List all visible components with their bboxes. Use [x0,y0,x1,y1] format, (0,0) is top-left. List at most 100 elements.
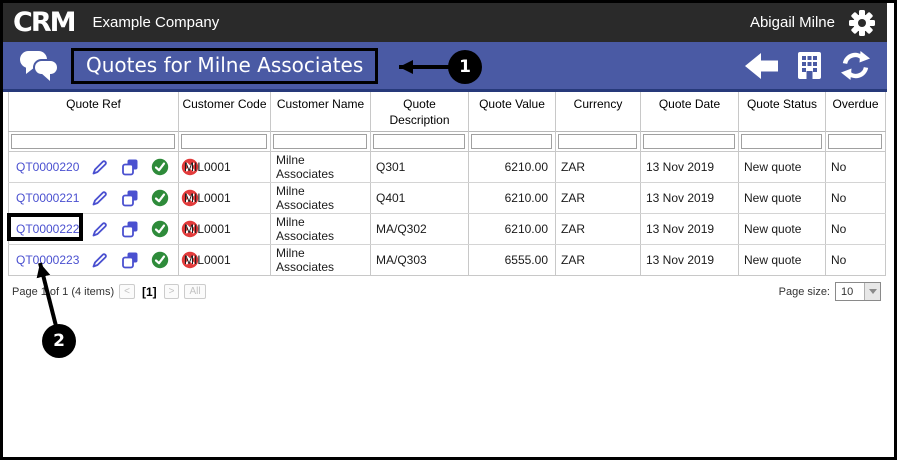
filter-input-currency[interactable] [558,134,637,150]
user-name[interactable]: Abigail Milne [749,14,835,31]
table-row: QT0000221 MIL0001 Milne Associates Q401 … [8,182,886,215]
currency-cell: ZAR [555,182,641,215]
pager-next-button[interactable]: > [163,284,180,300]
check-circle-icon[interactable] [151,158,169,176]
quote-value-cell: 6555.00 [468,244,556,277]
quote-status-cell: New quote [738,244,826,277]
quote-date-cell: 13 Nov 2019 [640,213,739,246]
copy-icon[interactable] [121,251,139,269]
overdue-cell: No [825,151,886,184]
quote-value-cell: 6210.00 [468,182,556,215]
customer-name-cell: Milne Associates [270,244,371,277]
customer-code-cell: MIL0001 [178,182,271,215]
quote-date-cell: 13 Nov 2019 [640,244,739,277]
col-header-customer-name[interactable]: Customer Name [270,92,371,132]
pager-prev-button[interactable]: < [119,284,135,300]
table-row: QT0000223 MIL0001 Milne Associates MA/Q3… [8,244,886,277]
quote-ref-link[interactable]: QT0000220 [16,160,80,175]
table-row: QT0000222 MIL0001 Milne Associates MA/Q3… [8,213,886,246]
copy-icon[interactable] [121,189,139,207]
pencil-edit-icon[interactable] [91,158,109,176]
filter-input-quote-ref[interactable] [11,134,175,150]
filter-input-customer-name[interactable] [273,134,367,150]
filter-input-quote-description[interactable] [373,134,465,150]
top-bar: CRM Example Company Abigail Milne [3,3,887,42]
chat-bubbles-icon[interactable] [19,50,59,81]
quote-status-cell: New quote [738,182,826,215]
customer-name-cell: Milne Associates [270,151,371,184]
col-header-customer-code[interactable]: Customer Code [178,92,271,132]
currency-cell: ZAR [555,244,641,277]
check-circle-icon[interactable] [151,251,169,269]
currency-cell: ZAR [555,151,641,184]
quote-ref-link[interactable]: QT0000223 [16,253,80,268]
check-circle-icon[interactable] [151,220,169,238]
quote-ref-link[interactable]: QT0000221 [16,191,80,206]
gear-icon[interactable] [849,9,875,36]
overdue-cell: No [825,182,886,215]
customer-name-cell: Milne Associates [270,213,371,246]
quote-value-cell: 6210.00 [468,151,556,184]
pager-current-page: [1] [141,284,157,299]
refresh-icon[interactable] [840,50,871,81]
col-header-overdue[interactable]: Overdue [832,97,879,111]
quote-status-cell: New quote [738,213,826,246]
filter-input-quote-date[interactable] [643,134,735,150]
check-circle-icon[interactable] [151,189,169,207]
pencil-edit-icon[interactable] [91,251,109,269]
page-size-label: Page size: [778,285,830,298]
quote-description-cell: Q301 [370,151,469,184]
customer-code-cell: MIL0001 [178,244,271,277]
annotation-box-1: Quotes for Milne Associates [71,47,379,84]
toolbar: Quotes for Milne Associates [3,42,887,92]
col-header-currency[interactable]: Currency [555,92,641,132]
customer-code-cell: MIL0001 [178,151,271,184]
copy-icon[interactable] [121,220,139,238]
currency-cell: ZAR [555,213,641,246]
quote-ref-cell: QT0000222 [14,220,199,238]
quote-ref-cell: QT0000223 [14,251,199,269]
quotes-table: Quote Ref Customer Code Customer Name Qu… [8,92,886,277]
annotation-marker-2: 2 [42,324,76,358]
crm-logo: CRM [13,7,77,38]
quote-date-cell: 13 Nov 2019 [640,151,739,184]
page-size-select[interactable]: 10 [835,282,881,302]
col-header-quote-date[interactable]: Quote Date [640,92,739,132]
quote-description-cell: MA/Q303 [370,244,469,277]
pager-all-button[interactable]: All [184,284,206,300]
header-row: Quote Ref Customer Code Customer Name Qu… [8,92,886,132]
pencil-edit-icon[interactable] [91,189,109,207]
quote-ref-cell: QT0000221 [14,189,199,207]
customer-name-cell: Milne Associates [270,182,371,215]
col-header-quote-value[interactable]: Quote Value [468,92,556,132]
quote-ref-cell: QT0000220 [14,158,199,176]
filter-input-quote-status[interactable] [741,134,822,150]
company-name: Example Company [92,14,220,31]
quote-date-cell: 13 Nov 2019 [640,182,739,215]
filter-input-quote-value[interactable] [471,134,552,150]
customer-code-cell: MIL0001 [178,213,271,246]
col-header-quote-description[interactable]: Quote Description [370,92,469,132]
filter-input-overdue[interactable] [828,134,882,150]
pager-bar: Page 1 of 1 (4 items) < [1] > All Page s… [8,276,885,305]
overdue-cell: No [825,213,886,246]
back-arrow-icon[interactable] [745,52,779,80]
filter-input-customer-code[interactable] [181,134,267,150]
table-row: QT0000220 MIL0001 Milne Associates Q301 … [8,151,886,184]
pager-summary: Page 1 of 1 (4 items) [12,285,115,298]
pencil-edit-icon[interactable] [91,220,109,238]
copy-icon[interactable] [121,158,139,176]
page-size-value: 10 [841,285,854,298]
chevron-down-icon[interactable] [864,283,880,301]
col-header-quote-ref[interactable]: Quote Ref [8,92,179,132]
filter-row [8,131,886,153]
quote-status-cell: New quote [738,151,826,184]
quote-description-cell: MA/Q302 [370,213,469,246]
quote-description-cell: Q401 [370,182,469,215]
col-header-quote-status[interactable]: Quote Status [738,92,826,132]
page-title: Quotes for Milne Associates [86,52,364,77]
quote-ref-link[interactable]: QT0000222 [16,222,80,237]
building-icon[interactable] [797,51,822,80]
overdue-cell: No [825,244,886,277]
